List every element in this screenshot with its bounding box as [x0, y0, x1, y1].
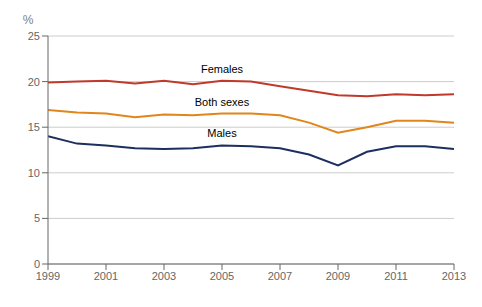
svg-text:2007: 2007 [268, 270, 292, 282]
svg-text:0: 0 [34, 258, 40, 270]
svg-text:2009: 2009 [326, 270, 350, 282]
svg-text:10: 10 [28, 167, 40, 179]
svg-text:2005: 2005 [210, 270, 234, 282]
svg-text:Females: Females [201, 63, 244, 75]
svg-text:5: 5 [34, 212, 40, 224]
svg-text:2011: 2011 [384, 270, 408, 282]
svg-text:25: 25 [28, 30, 40, 42]
svg-text:Both sexes: Both sexes [195, 96, 250, 108]
svg-text:%: % [23, 13, 34, 27]
svg-text:Males: Males [207, 127, 237, 139]
svg-text:1999: 1999 [36, 270, 60, 282]
svg-text:2013: 2013 [442, 270, 466, 282]
svg-text:15: 15 [28, 121, 40, 133]
svg-text:2001: 2001 [94, 270, 118, 282]
svg-text:20: 20 [28, 76, 40, 88]
svg-text:2003: 2003 [152, 270, 176, 282]
